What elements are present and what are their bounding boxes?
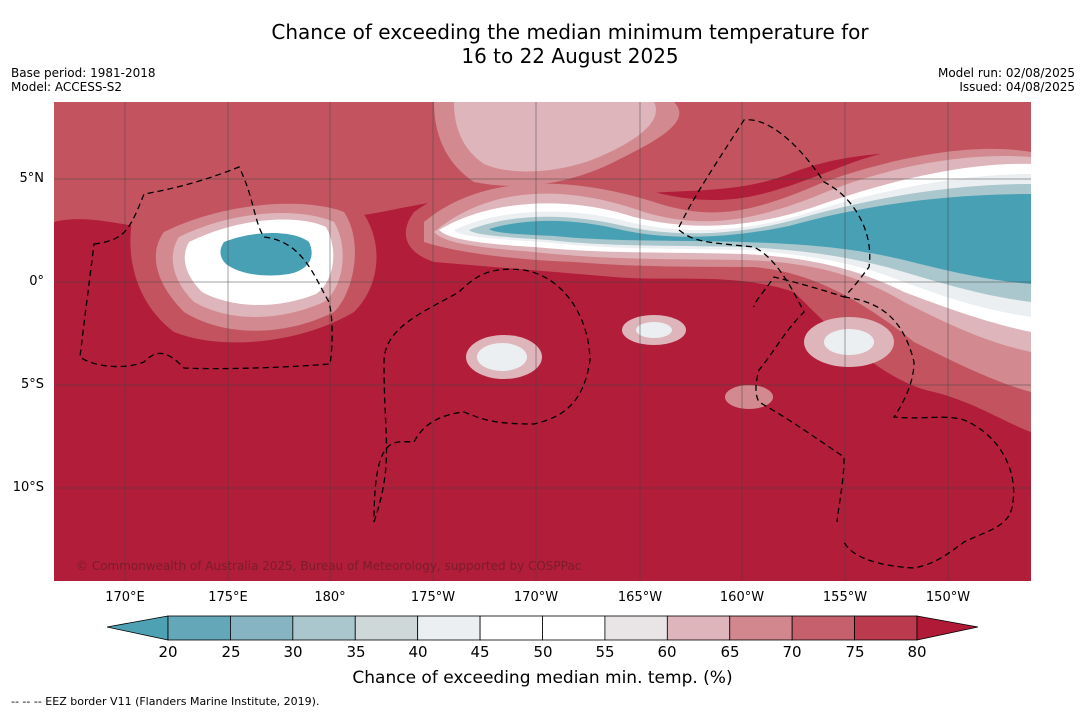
colorbar-tick: 30 bbox=[283, 643, 303, 661]
title-line-2: 16 to 22 August 2025 bbox=[461, 44, 679, 68]
colorbar-tick: 40 bbox=[408, 643, 428, 661]
blob-south-central-inner bbox=[477, 343, 527, 371]
colorbar-cells bbox=[167, 615, 918, 641]
blob-south bbox=[725, 385, 773, 409]
eez-legend-note: -- -- -- EEZ border V11 (Flanders Marine… bbox=[11, 695, 320, 708]
colorbar-cell bbox=[354, 615, 419, 641]
lon-label: 155°W bbox=[822, 590, 868, 605]
colorbar-cell bbox=[542, 615, 606, 641]
lon-label: 175°W bbox=[410, 590, 456, 605]
title-line-1: Chance of exceeding the median minimum t… bbox=[271, 20, 869, 44]
map-field bbox=[54, 102, 1031, 581]
colorbar-cell bbox=[666, 615, 731, 641]
meta-left: Base period: 1981-2018 Model: ACCESS-S2 bbox=[11, 66, 156, 94]
lon-label: 175°E bbox=[208, 590, 248, 605]
colorbar-tick: 65 bbox=[720, 643, 740, 661]
colorbar-tick: 70 bbox=[782, 643, 802, 661]
map-gridlines bbox=[54, 102, 1031, 581]
colorbar-under-arrow bbox=[107, 615, 169, 641]
colorbar-tick: 20 bbox=[158, 643, 178, 661]
base-period: Base period: 1981-2018 bbox=[11, 66, 156, 80]
band-20-equator bbox=[489, 194, 1031, 284]
lon-label: 170°W bbox=[513, 590, 559, 605]
colorbar-cell bbox=[604, 615, 668, 641]
chart-title: Chance of exceeding the median minimum t… bbox=[170, 20, 970, 68]
colorbar-cell bbox=[479, 615, 543, 641]
band-20-west bbox=[220, 233, 312, 276]
blob-southeast-inner bbox=[824, 329, 874, 355]
issued-date: Issued: 04/08/2025 bbox=[959, 80, 1075, 94]
blob-east-south-inner bbox=[636, 322, 672, 338]
colorbar-tick: 55 bbox=[595, 643, 615, 661]
lat-label: 10°S bbox=[12, 480, 44, 495]
lon-label: 180° bbox=[314, 590, 346, 605]
colorbar-cell bbox=[292, 615, 356, 641]
colorbar-over-arrow bbox=[916, 615, 979, 641]
lat-label: 5°S bbox=[20, 377, 44, 392]
copyright-notice: © Commonwealth of Australia 2025, Bureau… bbox=[76, 559, 582, 573]
colorbar-cell bbox=[854, 615, 918, 641]
colorbar-tick: 25 bbox=[221, 643, 241, 661]
lat-label: 5°N bbox=[19, 171, 45, 186]
model-name: Model: ACCESS-S2 bbox=[11, 80, 123, 94]
meta-right: Model run: 02/08/2025 Issued: 04/08/2025 bbox=[938, 66, 1075, 94]
colorbar-tick: 60 bbox=[657, 643, 677, 661]
probability-map: © Commonwealth of Australia 2025, Bureau… bbox=[54, 102, 1031, 581]
colorbar-tick: 50 bbox=[533, 643, 553, 661]
band-60-north bbox=[454, 102, 656, 172]
colorbar-cell bbox=[791, 615, 855, 641]
eez-borders bbox=[79, 119, 1015, 569]
model-run: Model run: 02/08/2025 bbox=[937, 66, 1075, 80]
colorbar-cell bbox=[230, 615, 294, 641]
lon-label: 160°W bbox=[719, 590, 765, 605]
lon-label: 165°W bbox=[617, 590, 663, 605]
colorbar bbox=[107, 615, 979, 641]
lat-label: 0° bbox=[29, 274, 44, 289]
lon-label: 170°E bbox=[105, 590, 145, 605]
lon-label: 150°W bbox=[925, 590, 971, 605]
colorbar-tick: 75 bbox=[845, 643, 865, 661]
colorbar-tick: 35 bbox=[346, 643, 366, 661]
colorbar-tick: 45 bbox=[470, 643, 490, 661]
colorbar-tick: 80 bbox=[907, 643, 927, 661]
colorbar-cell bbox=[729, 615, 793, 641]
colorbar-cell bbox=[417, 615, 481, 641]
colorbar-cell bbox=[167, 615, 231, 641]
colorbar-label: Chance of exceeding median min. temp. (%… bbox=[352, 668, 733, 688]
